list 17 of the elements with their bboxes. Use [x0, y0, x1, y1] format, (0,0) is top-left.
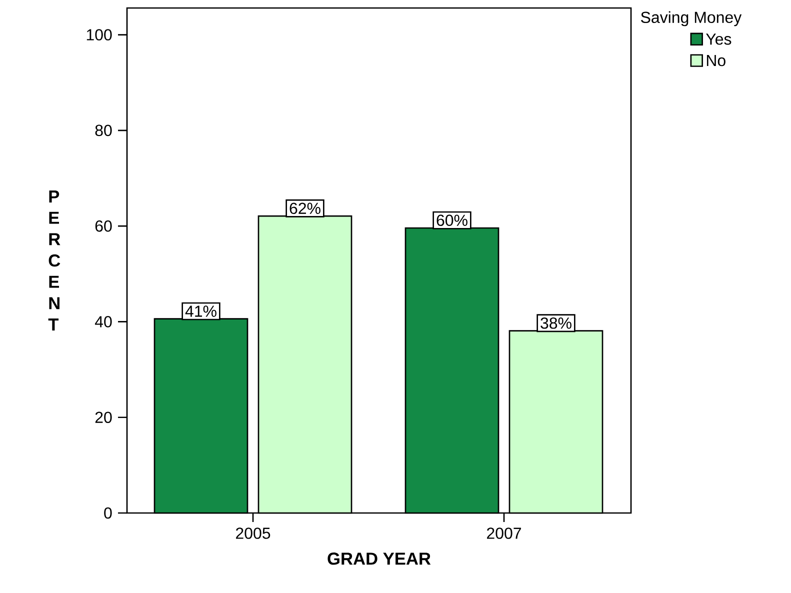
legend-title: Saving Money: [641, 11, 742, 26]
y-axis-title: PERCENT: [48, 190, 60, 330]
y-tick-label: 60: [95, 220, 112, 232]
x-tick-label: 2007: [486, 528, 521, 539]
y-tick-label: 0: [104, 507, 112, 519]
x-tick-label: 2005: [236, 528, 270, 539]
data-label: 38%: [540, 317, 572, 329]
legend-label: No: [706, 55, 726, 66]
x-axis-title: GRAD YEAR: [328, 552, 431, 565]
legend-label: Yes: [706, 34, 732, 45]
data-label: 62%: [290, 202, 320, 214]
data-label: 41%: [185, 306, 216, 317]
y-tick-label: 40: [94, 316, 112, 328]
y-tick-label: 20: [95, 412, 112, 424]
y-tick-label: 80: [95, 124, 112, 136]
data-label: 60%: [436, 214, 468, 226]
y-tick-label: 100: [86, 29, 112, 40]
